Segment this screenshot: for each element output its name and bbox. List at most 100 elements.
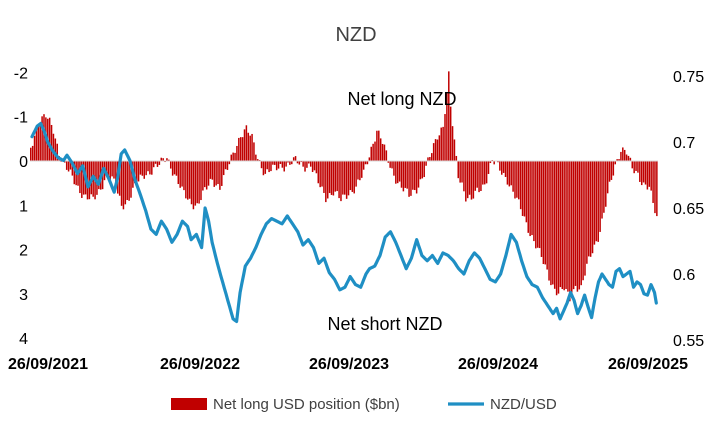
- x-tick-label: 26/09/2022: [160, 356, 240, 373]
- bar: [605, 161, 607, 207]
- bar: [255, 154, 257, 161]
- bar: [523, 161, 526, 217]
- bar: [234, 152, 236, 161]
- bar: [361, 161, 363, 178]
- bar: [582, 161, 584, 281]
- bar: [238, 137, 240, 161]
- bar: [35, 127, 38, 161]
- right-tick-label: 0.65: [673, 201, 704, 218]
- bar: [81, 161, 83, 198]
- bar: [629, 157, 632, 161]
- bar: [56, 143, 58, 161]
- bar: [614, 161, 616, 165]
- bar: [325, 161, 327, 203]
- bar: [39, 124, 41, 161]
- bar: [459, 161, 461, 183]
- bar: [109, 161, 111, 181]
- bar: [98, 161, 100, 190]
- bar: [482, 161, 484, 185]
- bar: [115, 161, 117, 190]
- bar: [548, 161, 550, 281]
- bar: [421, 161, 424, 179]
- bar: [449, 106, 452, 161]
- bar: [419, 161, 422, 180]
- bar: [317, 161, 320, 184]
- bar: [406, 161, 408, 189]
- bar: [54, 138, 57, 161]
- bar: [440, 127, 442, 161]
- bar: [580, 161, 582, 286]
- bar: [183, 161, 185, 191]
- bar: [595, 161, 598, 242]
- bar: [591, 161, 594, 254]
- left-tick-label: 0: [19, 154, 28, 171]
- bar: [480, 161, 482, 191]
- bar: [300, 161, 302, 163]
- bar: [408, 161, 410, 197]
- right-tick-label: 0.75: [673, 69, 704, 86]
- bar: [30, 147, 32, 161]
- bar: [336, 161, 338, 192]
- bar: [656, 161, 658, 217]
- bar: [606, 161, 609, 194]
- bar: [334, 161, 337, 192]
- bar: [171, 161, 174, 176]
- bar: [400, 161, 403, 188]
- legend-swatch-bars: [171, 398, 207, 410]
- bar: [525, 161, 528, 223]
- bar: [268, 161, 270, 173]
- left-tick-label: -2: [14, 65, 28, 82]
- bar: [272, 161, 274, 165]
- bar: [277, 161, 280, 169]
- bar: [584, 161, 586, 276]
- bar: [518, 161, 520, 200]
- left-tick-label: -1: [14, 110, 28, 127]
- bar: [67, 161, 70, 172]
- bar: [608, 161, 611, 182]
- bar: [631, 161, 634, 169]
- bar: [215, 161, 217, 186]
- bar: [625, 154, 628, 161]
- bar: [88, 161, 91, 200]
- bar: [287, 161, 289, 163]
- bar: [396, 161, 399, 184]
- bar: [533, 161, 535, 242]
- bar: [69, 161, 72, 170]
- bar: [457, 161, 459, 179]
- bar: [236, 145, 238, 161]
- bar: [516, 161, 518, 198]
- bar: [292, 157, 295, 161]
- bar: [264, 161, 267, 174]
- bar: [168, 159, 170, 161]
- bar: [270, 161, 272, 172]
- bar: [304, 161, 306, 172]
- bar: [330, 161, 333, 195]
- bar: [398, 161, 401, 182]
- bar: [179, 161, 181, 188]
- bar: [453, 139, 456, 161]
- bar: [217, 161, 219, 185]
- left-axis: -2 -1 0 1 2 3 4: [14, 65, 28, 348]
- bar: [444, 114, 446, 161]
- bar: [510, 161, 512, 186]
- bar: [610, 161, 613, 180]
- bar: [546, 161, 548, 270]
- bar: [535, 161, 537, 249]
- bar: [618, 159, 620, 161]
- left-tick-label: 1: [19, 198, 28, 215]
- bar: [143, 161, 145, 179]
- bar: [194, 161, 197, 206]
- bar: [362, 161, 365, 170]
- bar: [274, 161, 276, 165]
- bar: [71, 161, 74, 176]
- bar: [52, 133, 55, 161]
- bar: [642, 161, 645, 183]
- bar: [260, 161, 263, 169]
- bar: [574, 161, 577, 286]
- bar: [309, 161, 312, 167]
- bar: [64, 161, 66, 163]
- bar: [465, 161, 467, 202]
- bar: [137, 161, 140, 182]
- bar: [472, 161, 475, 199]
- bar: [198, 161, 200, 204]
